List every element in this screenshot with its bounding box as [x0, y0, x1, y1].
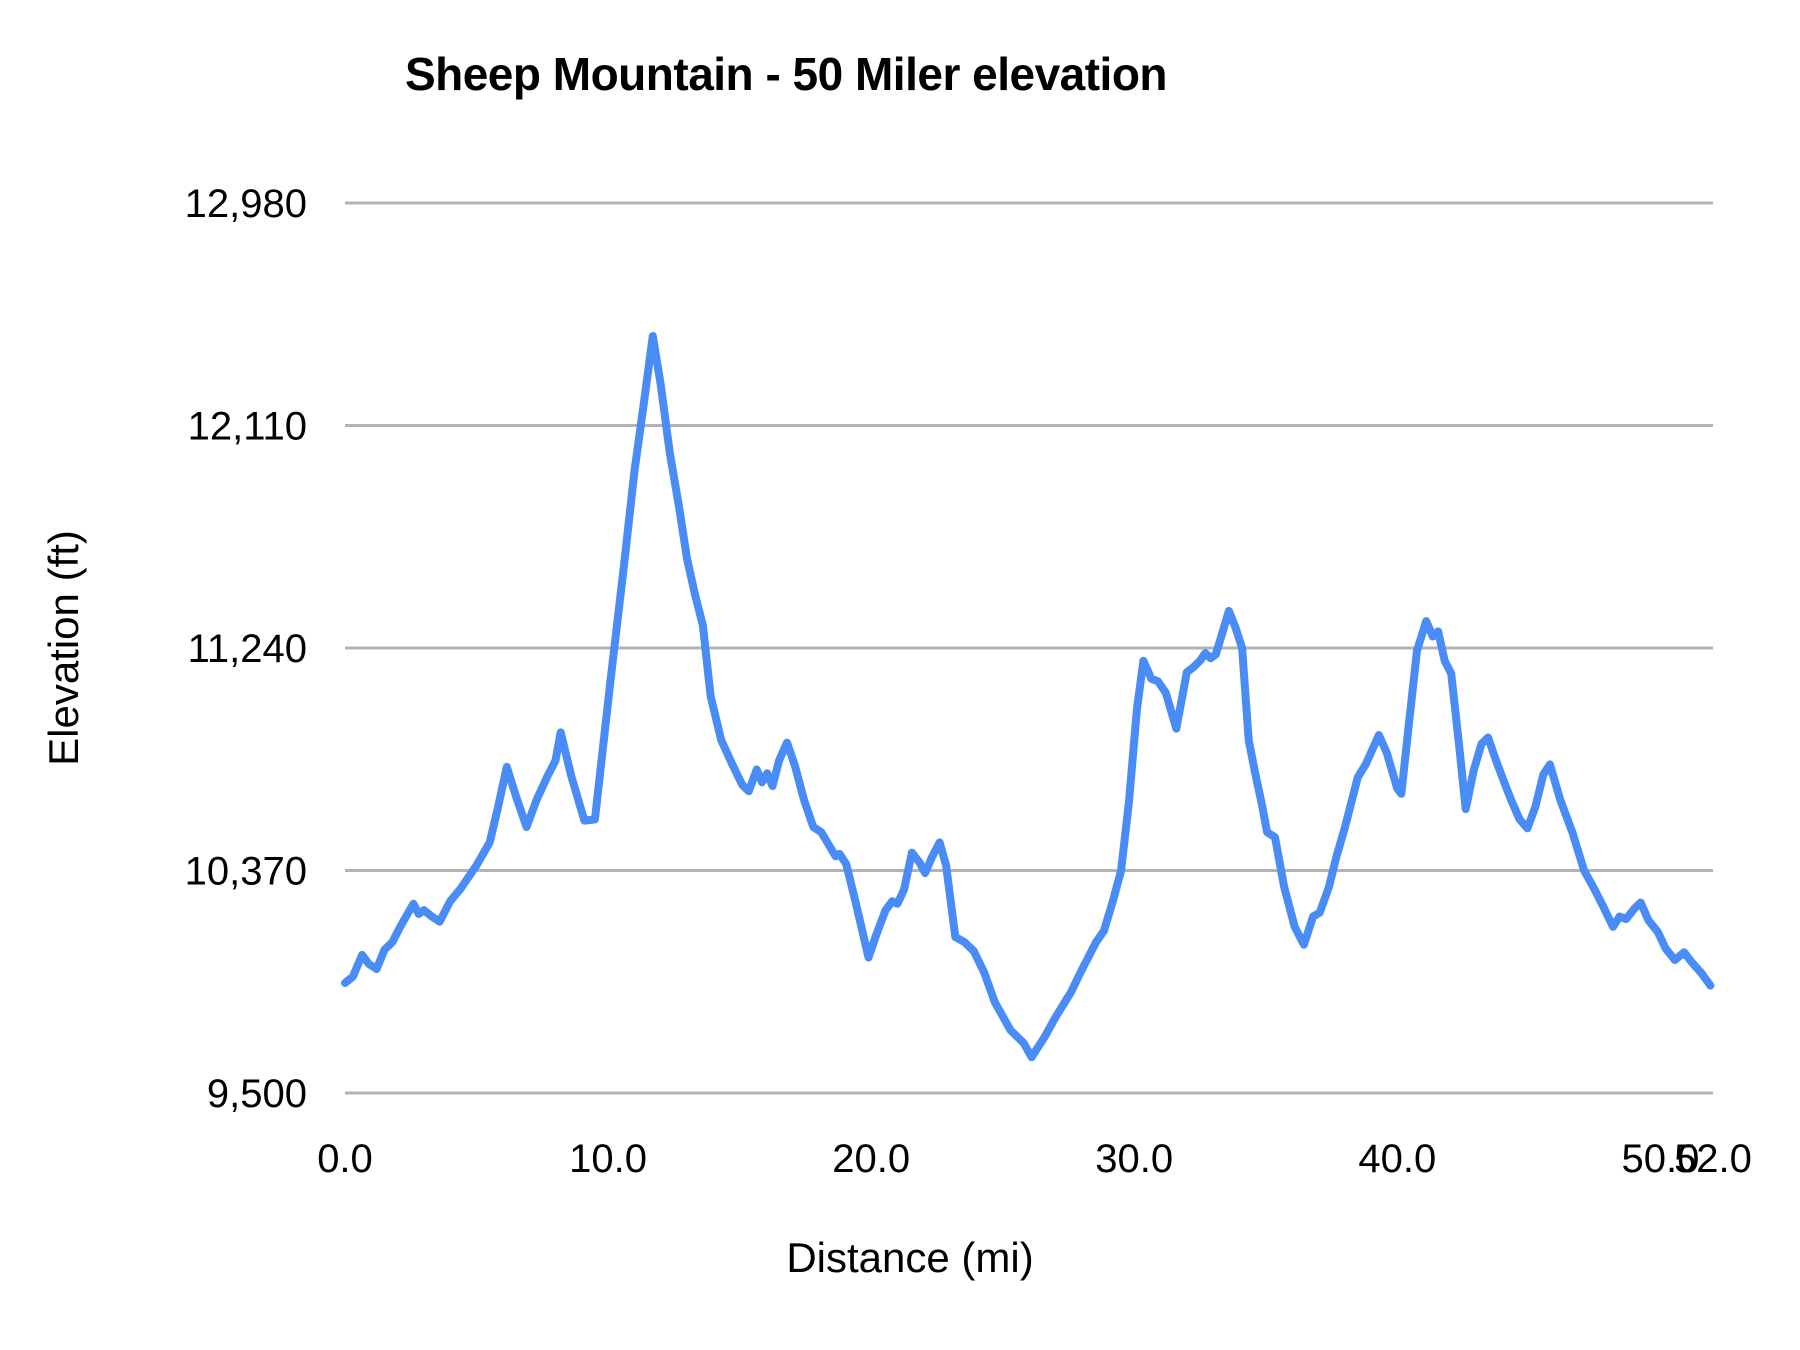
- y-axis-title: Elevation (ft): [40, 530, 87, 766]
- x-axis-title: Distance (mi): [786, 1234, 1033, 1281]
- y-tick-label: 9,500: [207, 1072, 307, 1116]
- x-tick-label: 10.0: [569, 1137, 647, 1181]
- x-tick-label: 0.0: [317, 1137, 373, 1181]
- x-tick-label: 20.0: [832, 1137, 910, 1181]
- y-tick-label: 10,370: [185, 850, 307, 894]
- chart-title: Sheep Mountain - 50 Miler elevation: [405, 48, 1167, 100]
- x-tick-label: 50.0: [1621, 1137, 1699, 1181]
- y-axis-tick-labels: 9,500 10,370 11,240 12,110 12,980: [185, 182, 307, 1116]
- y-tick-label: 12,980: [185, 182, 307, 226]
- elevation-line: [341, 332, 1715, 1062]
- gridlines: [345, 201, 1713, 1095]
- x-axis-tick-labels: 0.0 10.0 20.0 30.0 40.0 50.052.0: [317, 1137, 1752, 1181]
- y-tick-label: 11,240: [188, 627, 307, 671]
- y-tick-label: 12,110: [188, 405, 307, 449]
- x-tick-label: 52.0: [1674, 1137, 1752, 1181]
- x-tick-label: 30.0: [1095, 1137, 1173, 1181]
- x-tick-label: 40.0: [1358, 1137, 1436, 1181]
